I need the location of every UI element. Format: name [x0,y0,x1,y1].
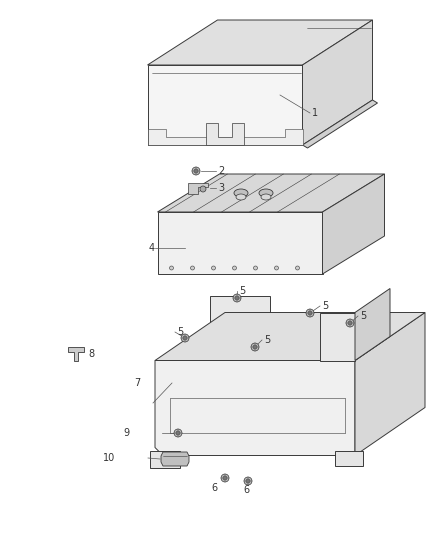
Text: 5: 5 [239,286,245,296]
Text: 10: 10 [103,453,115,463]
Polygon shape [355,312,425,456]
Polygon shape [161,452,189,466]
Polygon shape [150,450,180,467]
Text: 5: 5 [360,311,366,321]
Circle shape [308,311,312,315]
Circle shape [170,266,173,270]
Polygon shape [355,288,390,360]
Text: 7: 7 [134,378,140,388]
Text: 4: 4 [149,243,155,253]
Polygon shape [148,65,303,145]
Ellipse shape [261,194,271,200]
Text: 2: 2 [218,166,224,176]
Circle shape [251,343,259,351]
Circle shape [200,186,206,192]
Circle shape [253,345,257,349]
Circle shape [254,266,258,270]
Polygon shape [158,212,322,274]
Text: 3: 3 [218,183,224,193]
Polygon shape [68,347,84,361]
Polygon shape [158,174,385,212]
Circle shape [233,266,237,270]
Polygon shape [320,312,355,360]
Text: 9: 9 [124,428,130,438]
Polygon shape [206,123,244,145]
Polygon shape [148,129,206,145]
Circle shape [346,319,354,327]
Polygon shape [210,295,270,360]
Circle shape [174,429,182,437]
Circle shape [244,477,252,485]
Circle shape [192,167,200,175]
Circle shape [181,334,189,342]
Circle shape [183,336,187,340]
Circle shape [223,476,227,480]
Text: 1: 1 [312,108,318,118]
Ellipse shape [259,189,273,197]
Circle shape [194,169,198,173]
Text: 6: 6 [211,483,217,493]
Circle shape [296,266,300,270]
Polygon shape [244,129,303,145]
Circle shape [275,266,279,270]
Circle shape [306,309,314,317]
Text: 5: 5 [322,301,328,311]
Text: 5: 5 [264,335,270,345]
Polygon shape [148,20,372,65]
Circle shape [212,266,215,270]
Polygon shape [155,360,355,456]
Polygon shape [335,450,363,465]
Circle shape [191,266,194,270]
Ellipse shape [234,189,248,197]
Text: 8: 8 [88,349,94,359]
Circle shape [221,474,229,482]
Text: 6: 6 [243,485,249,495]
Polygon shape [303,100,378,148]
Circle shape [176,431,180,435]
Circle shape [348,321,352,325]
Circle shape [235,296,239,300]
Polygon shape [155,312,425,360]
Polygon shape [322,174,385,274]
Polygon shape [188,183,208,194]
Circle shape [246,479,250,483]
Polygon shape [303,20,372,145]
Circle shape [233,294,241,302]
Text: 5: 5 [177,327,183,337]
Ellipse shape [236,194,246,200]
